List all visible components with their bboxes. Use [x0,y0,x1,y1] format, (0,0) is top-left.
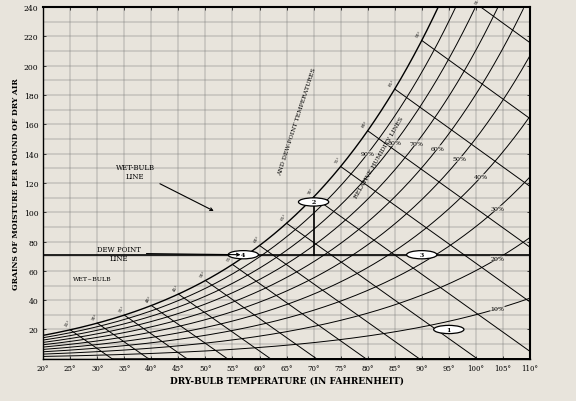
Text: 50%: 50% [453,157,467,162]
Text: 20%: 20% [491,257,505,261]
Circle shape [434,326,464,334]
Text: DEW POINT
LINE: DEW POINT LINE [97,245,239,262]
Text: WET~BULB: WET~BULB [73,276,111,281]
Circle shape [407,251,437,259]
Text: 25°: 25° [64,318,71,327]
Text: 80%: 80% [388,141,401,146]
Text: 70%: 70% [410,141,423,146]
Text: 2: 2 [312,200,316,205]
Text: 65°: 65° [280,212,287,221]
Y-axis label: GRAINS OF MOISTURE PER POUND OF DRY AIR: GRAINS OF MOISTURE PER POUND OF DRY AIR [12,78,20,289]
Text: 50°: 50° [199,269,206,278]
Text: 1: 1 [446,327,451,332]
Text: 45°: 45° [172,283,179,292]
Text: 80°: 80° [361,120,369,128]
Text: 60°: 60° [253,234,260,243]
Text: 75°: 75° [334,156,342,164]
Text: 60%: 60% [431,146,445,151]
Text: 35°: 35° [118,304,126,312]
Text: 90°: 90° [415,30,423,38]
Text: 55°: 55° [226,253,233,262]
Text: 3: 3 [420,253,424,257]
Text: 10%: 10% [491,306,505,312]
Circle shape [298,198,329,207]
Text: 30°: 30° [91,312,98,320]
Text: 30%: 30% [491,207,505,211]
Text: 95°: 95° [475,0,482,5]
X-axis label: DRY-BULB TEMPERATURE (IN FAHRENHEIT): DRY-BULB TEMPERATURE (IN FAHRENHEIT) [169,376,404,385]
Text: 70°: 70° [307,186,314,194]
Text: 85°: 85° [388,78,396,87]
Text: 40°: 40° [145,294,152,303]
Text: RELATIVE HUMIDITY LINES: RELATIVE HUMIDITY LINES [353,115,404,198]
Text: AND DEW-POINT TEMPERATURES: AND DEW-POINT TEMPERATURES [278,68,317,176]
Text: 40%: 40% [474,175,488,180]
Text: 90%: 90% [361,152,374,157]
Text: 4: 4 [241,253,245,257]
Circle shape [228,251,259,259]
Text: WET-BULB
LINE: WET-BULB LINE [116,163,213,211]
